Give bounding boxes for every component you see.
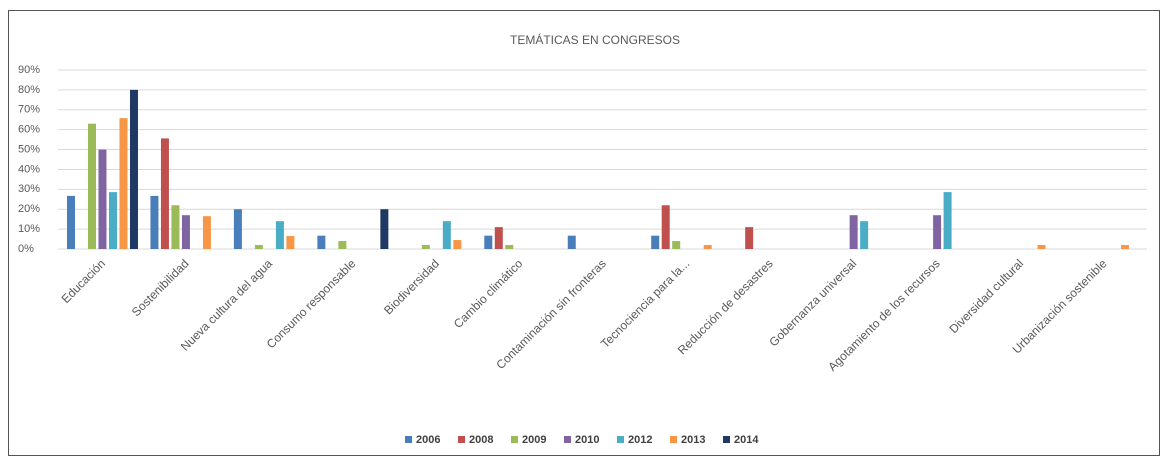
bar — [150, 195, 159, 249]
bar — [943, 192, 952, 249]
bar — [567, 235, 576, 249]
bar — [233, 209, 242, 249]
bar — [119, 118, 128, 250]
bar — [672, 241, 681, 249]
bar — [181, 215, 190, 249]
bar — [380, 209, 389, 249]
bar — [275, 221, 284, 249]
bar — [849, 215, 858, 249]
bar — [703, 245, 712, 249]
bar — [317, 235, 326, 249]
bar — [87, 123, 96, 249]
y-tick-label: 20% — [18, 203, 40, 215]
bar — [129, 89, 138, 249]
bar — [661, 205, 670, 249]
legend-swatch — [723, 436, 730, 443]
chart-title: TEMÁTICAS EN CONGRESOS — [510, 32, 680, 47]
legend-swatch — [458, 436, 465, 443]
y-tick-label: 10% — [18, 223, 40, 235]
legend-label: 2009 — [522, 434, 546, 446]
bar — [254, 245, 263, 249]
legend-label: 2014 — [734, 434, 759, 446]
bar — [108, 192, 117, 249]
bar — [442, 221, 451, 249]
y-tick-label: 40% — [18, 163, 40, 175]
bar — [421, 245, 430, 249]
legend-swatch — [670, 436, 677, 443]
bar — [1037, 245, 1046, 249]
chart-frame — [8, 10, 1160, 456]
bar — [160, 138, 169, 249]
bar — [202, 216, 211, 249]
legend-label: 2013 — [681, 434, 705, 446]
legend-label: 2008 — [469, 434, 493, 446]
legend-label: 2010 — [575, 434, 599, 446]
bar — [1121, 245, 1130, 249]
bar — [745, 227, 754, 249]
y-tick-label: 30% — [18, 183, 40, 195]
bar — [860, 221, 869, 249]
bar — [484, 235, 493, 249]
y-tick-label: 80% — [18, 84, 40, 96]
bar — [66, 195, 75, 249]
bar — [171, 205, 180, 249]
bar — [494, 227, 503, 249]
bar — [505, 245, 514, 249]
y-tick-label: 70% — [18, 104, 40, 116]
bar — [286, 236, 295, 249]
legend-label: 2012 — [628, 434, 652, 446]
y-tick-label: 90% — [18, 64, 40, 76]
bar — [651, 235, 660, 249]
y-tick-label: 60% — [18, 124, 40, 136]
legend-label: 2006 — [416, 434, 440, 446]
bar — [98, 149, 107, 249]
legend-swatch — [511, 436, 518, 443]
y-tick-label: 50% — [18, 143, 40, 155]
legend-swatch — [564, 436, 571, 443]
y-tick-label: 0% — [18, 243, 34, 255]
legend-swatch — [617, 436, 624, 443]
bar — [338, 241, 347, 249]
bar — [453, 240, 462, 249]
legend-swatch — [405, 436, 412, 443]
bar — [933, 215, 942, 249]
